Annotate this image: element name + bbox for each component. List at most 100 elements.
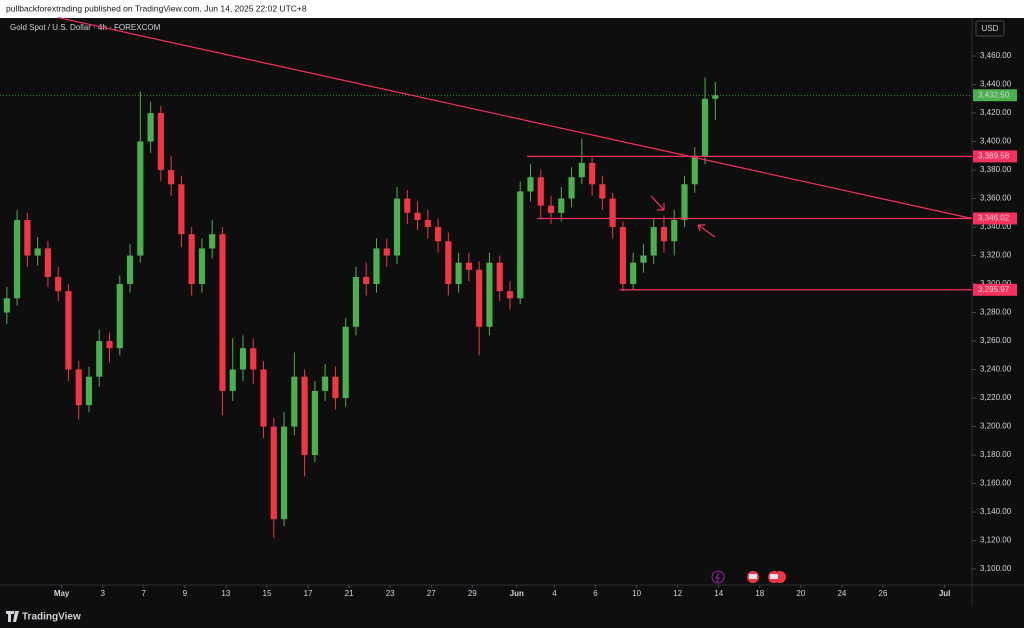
candle-body xyxy=(198,248,206,285)
candle-body xyxy=(424,219,431,228)
event-icon xyxy=(770,574,778,579)
x-tick-label: 27 xyxy=(427,589,436,598)
candle-body xyxy=(250,348,257,370)
candle-body xyxy=(291,376,298,427)
annotation-arrow xyxy=(650,195,665,211)
candle-body xyxy=(712,95,719,99)
header-bar xyxy=(0,0,1024,18)
y-tick-label: 3,460.00 xyxy=(980,51,1012,60)
candle-body xyxy=(85,376,93,406)
y-tick-label: 3,340.00 xyxy=(980,222,1012,231)
candle-body xyxy=(506,291,514,299)
x-tick-label: 24 xyxy=(837,589,846,598)
candle-body xyxy=(660,227,668,242)
candle-body xyxy=(178,184,185,235)
candle-body xyxy=(476,269,483,327)
x-tick-label: 4 xyxy=(552,589,557,598)
level-box xyxy=(973,212,1017,225)
candle-body xyxy=(517,191,524,299)
footer-logo: TradingView xyxy=(22,612,81,623)
y-tick-label: 3,320.00 xyxy=(980,251,1012,260)
y-tick-label: 3,280.00 xyxy=(980,308,1012,317)
candle-body xyxy=(640,255,647,263)
x-tick-label: 26 xyxy=(879,589,888,598)
candle-body xyxy=(322,376,329,391)
candle-body xyxy=(14,219,21,299)
candle-body xyxy=(619,227,626,285)
level-box xyxy=(973,150,1017,163)
candle-body xyxy=(414,212,421,220)
currency-box xyxy=(975,20,1005,37)
candle-body xyxy=(609,198,616,228)
x-tick-label: 14 xyxy=(714,589,723,598)
candle-body xyxy=(630,262,637,285)
y-tick-label: 3,360.00 xyxy=(980,194,1012,203)
footer-bar xyxy=(0,605,1024,628)
last-price-label: 3,432.50 xyxy=(978,90,1010,99)
x-tick-label: 23 xyxy=(386,589,395,598)
candle-body xyxy=(219,234,226,391)
candle-body xyxy=(34,248,41,256)
x-tick-label: Jul xyxy=(939,589,951,598)
candle-body xyxy=(147,113,154,142)
candle-body xyxy=(445,241,452,285)
trend-line xyxy=(58,16,973,220)
candle-body xyxy=(270,426,277,520)
candle-body xyxy=(44,248,51,277)
level-box xyxy=(973,283,1017,296)
candle-body xyxy=(352,276,360,327)
y-tick-label: 3,180.00 xyxy=(980,450,1012,459)
x-tick-label: 12 xyxy=(673,589,682,598)
candle-body xyxy=(465,262,472,270)
x-tick-label: May xyxy=(54,589,70,598)
x-tick-label: 21 xyxy=(345,589,354,598)
y-tick-label: 3,260.00 xyxy=(980,336,1012,345)
x-tick-label: 6 xyxy=(593,589,598,598)
header-text: pullbackforextrading published on Tradin… xyxy=(6,3,307,13)
candle-body xyxy=(691,155,698,185)
x-tick-label: 29 xyxy=(468,589,477,598)
candle-body xyxy=(578,162,585,178)
candle-body xyxy=(547,205,555,213)
x-tick-label: 10 xyxy=(632,589,641,598)
x-tick-label: 3 xyxy=(100,589,105,598)
y-tick-label: 3,120.00 xyxy=(980,536,1012,545)
y-tick-label: 3,380.00 xyxy=(980,165,1012,174)
candle-body xyxy=(496,262,503,292)
x-tick-label: 7 xyxy=(142,589,147,598)
candle-body xyxy=(537,177,544,206)
candles xyxy=(3,77,719,538)
y-tick-label: 3,440.00 xyxy=(980,80,1012,89)
y-tick-label: 3,200.00 xyxy=(980,422,1012,431)
candle-body xyxy=(393,198,401,256)
candle-body xyxy=(568,177,575,199)
candle-body xyxy=(209,234,216,249)
candle-body xyxy=(168,170,175,185)
x-tick-label: 18 xyxy=(755,589,764,598)
candle-body xyxy=(188,234,195,285)
candle-body xyxy=(229,369,236,391)
candle-body xyxy=(116,284,123,349)
level-label: 3,295.97 xyxy=(978,285,1010,294)
candle-body xyxy=(589,162,596,185)
candle-body xyxy=(650,227,657,256)
annotation-arrow xyxy=(697,224,716,238)
y-tick-label: 3,300.00 xyxy=(980,279,1012,288)
chart-title: Gold Spot / U.S. Dollar · 4h · FOREXCOM xyxy=(10,23,161,32)
candle-body xyxy=(404,198,411,213)
x-tick-label: 9 xyxy=(183,589,188,598)
currency-label: USD xyxy=(982,24,999,33)
event-icon xyxy=(715,572,720,583)
candle-body xyxy=(126,255,134,285)
level-label: 3,389.58 xyxy=(978,152,1010,161)
y-tick-label: 3,100.00 xyxy=(980,564,1012,573)
candle-body xyxy=(301,376,308,456)
candle-body xyxy=(55,276,62,292)
candle-body xyxy=(106,341,113,349)
candle-body xyxy=(486,262,493,327)
candle-body xyxy=(599,184,606,199)
candle-body xyxy=(75,369,82,406)
candle-body xyxy=(260,369,267,427)
